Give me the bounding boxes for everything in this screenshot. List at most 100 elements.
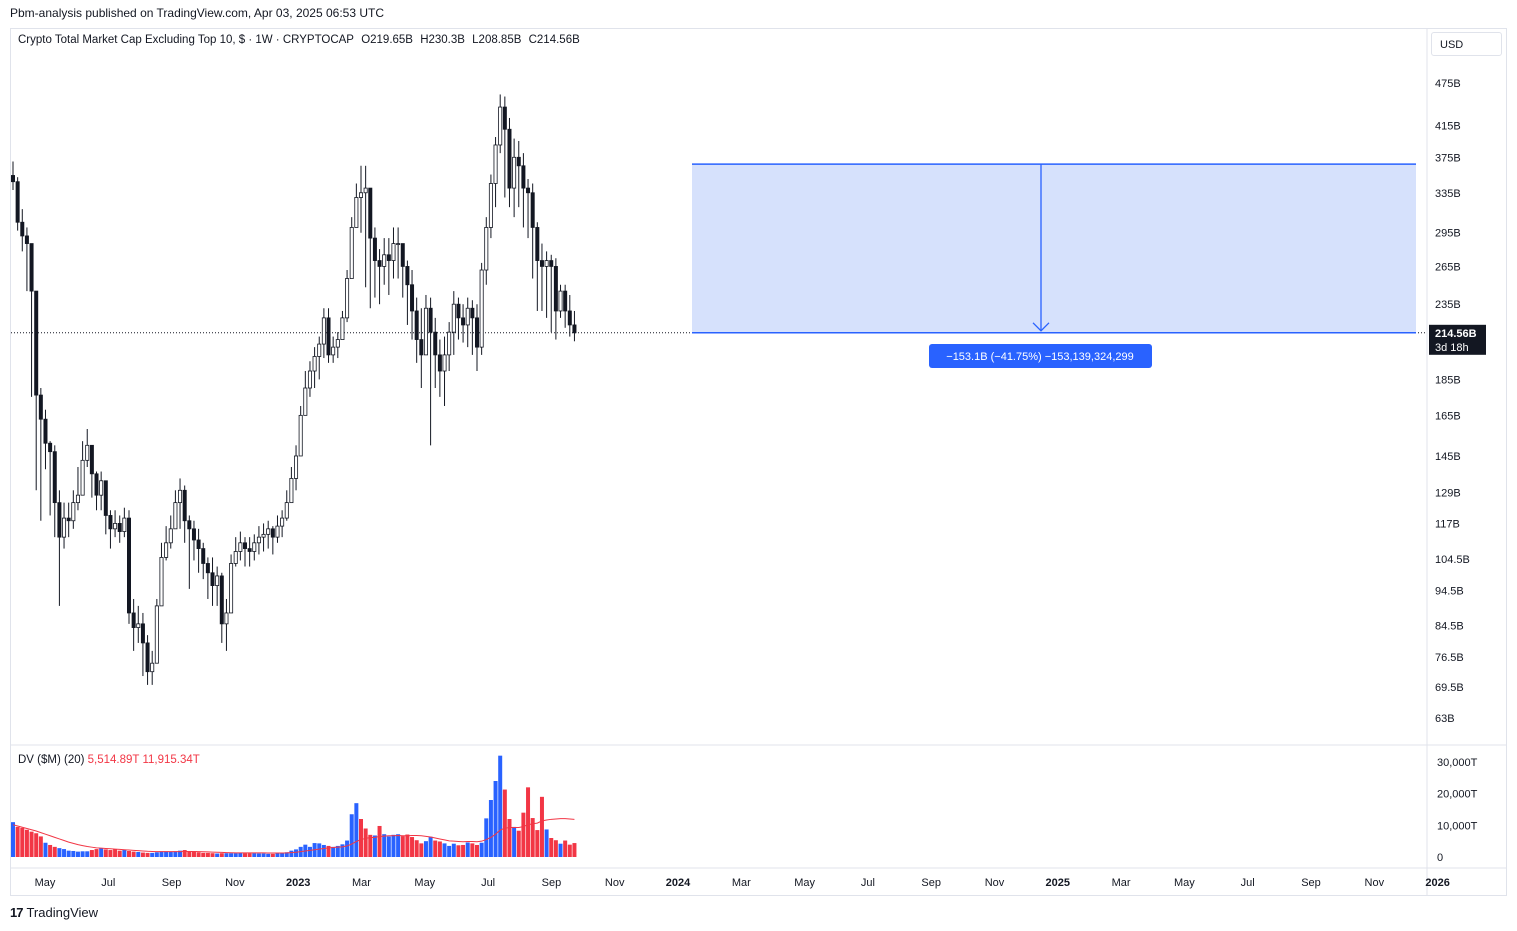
candle bbox=[99, 471, 104, 511]
candle-body bbox=[261, 533, 266, 538]
candle bbox=[512, 138, 517, 218]
candle-body bbox=[470, 307, 475, 319]
candle bbox=[298, 405, 303, 457]
candle-body bbox=[526, 187, 531, 194]
volume-bar bbox=[150, 852, 155, 857]
candle-body bbox=[229, 563, 234, 614]
price-tick-label: 69.5B bbox=[1435, 682, 1464, 694]
legend-close: C214.56B bbox=[528, 34, 580, 46]
volume-bar bbox=[530, 818, 535, 857]
candle bbox=[572, 310, 577, 342]
candle-body bbox=[312, 356, 317, 372]
candle-body bbox=[558, 290, 563, 312]
volume-bar bbox=[479, 842, 484, 857]
candle-body bbox=[396, 243, 401, 245]
candle bbox=[154, 598, 159, 664]
volume-bar bbox=[168, 851, 173, 857]
candle-body bbox=[215, 575, 220, 587]
candle bbox=[150, 650, 155, 685]
candle-body bbox=[488, 183, 493, 228]
last-price-tag bbox=[1429, 324, 1486, 355]
candle bbox=[233, 537, 238, 567]
time-tick-label: Jul bbox=[861, 877, 875, 889]
time-tick-label: 2024 bbox=[666, 877, 691, 889]
volume-bar bbox=[484, 818, 489, 857]
candle bbox=[164, 526, 169, 561]
candle-body bbox=[451, 303, 456, 333]
candle bbox=[103, 480, 108, 535]
candle-body bbox=[122, 517, 127, 532]
volume-bar bbox=[136, 851, 141, 857]
time-tick-label: May bbox=[414, 877, 435, 889]
volume-bar bbox=[103, 849, 108, 857]
symbol-title[interactable]: Crypto Total Market Cap Excluding Top 10… bbox=[18, 34, 354, 46]
candle-body bbox=[154, 605, 159, 664]
candle bbox=[117, 515, 122, 543]
candle bbox=[303, 371, 308, 416]
price-tick-label: 104.5B bbox=[1435, 554, 1470, 566]
candle-body bbox=[386, 254, 391, 261]
volume-bar bbox=[428, 836, 433, 857]
time-tick-label: 2026 bbox=[1425, 877, 1449, 889]
volume-bar bbox=[572, 843, 577, 857]
volume-bar bbox=[145, 852, 150, 857]
time-tick-label: Nov bbox=[605, 877, 625, 889]
footer-brand[interactable]: 17 TradingView bbox=[10, 905, 98, 920]
volume-bar bbox=[247, 853, 252, 857]
candle bbox=[335, 332, 340, 359]
volume-bar bbox=[196, 852, 201, 857]
volume-bar bbox=[164, 851, 169, 857]
candle bbox=[85, 428, 90, 468]
candle-body bbox=[205, 563, 210, 574]
candle-body bbox=[284, 502, 289, 519]
volume-bar bbox=[127, 850, 131, 857]
candle-body bbox=[530, 192, 535, 228]
price-tick-label: 165B bbox=[1435, 410, 1461, 422]
candle bbox=[52, 445, 57, 538]
candle-body bbox=[456, 303, 461, 319]
candle-body bbox=[48, 442, 53, 453]
candle bbox=[567, 294, 572, 337]
bar-countdown: 3d 18h bbox=[1435, 342, 1469, 354]
volume-bar bbox=[544, 829, 549, 857]
candle bbox=[358, 165, 363, 233]
candle bbox=[423, 294, 428, 356]
candle bbox=[20, 209, 25, 252]
candle-body bbox=[363, 187, 368, 194]
candle-body bbox=[266, 528, 271, 535]
volume-bar bbox=[266, 853, 271, 857]
candle-body bbox=[80, 459, 85, 496]
candle bbox=[280, 510, 285, 538]
candle-body bbox=[294, 455, 299, 479]
candle bbox=[136, 605, 141, 643]
candle-body bbox=[321, 317, 326, 345]
currency-button[interactable]: USD bbox=[1431, 32, 1502, 56]
volume-bar bbox=[43, 842, 48, 857]
candle-body bbox=[479, 269, 484, 348]
volume-bar bbox=[191, 851, 196, 857]
candle-body bbox=[140, 623, 145, 644]
volume-bar bbox=[66, 850, 71, 857]
candle-body bbox=[465, 307, 470, 326]
candle bbox=[261, 523, 266, 552]
candle bbox=[168, 515, 173, 549]
volume-bar bbox=[24, 829, 29, 857]
candle-body bbox=[256, 536, 261, 544]
candle-body bbox=[317, 343, 322, 357]
indicator-label[interactable]: DV ($M) (20) bbox=[18, 754, 85, 766]
candle bbox=[433, 317, 438, 389]
candle-body bbox=[10, 175, 15, 183]
candle-body bbox=[62, 517, 67, 538]
volume-bar bbox=[131, 851, 136, 857]
time-tick-label: 2025 bbox=[1046, 877, 1070, 889]
candle-body bbox=[178, 489, 183, 504]
candle-body bbox=[567, 310, 572, 326]
volume-bar bbox=[488, 800, 493, 857]
candle-body bbox=[275, 525, 280, 538]
price-tick-label: 235B bbox=[1435, 299, 1461, 311]
candle-body bbox=[335, 339, 340, 348]
volume-bar bbox=[345, 840, 350, 857]
volume-bar bbox=[512, 826, 517, 857]
volume-bar bbox=[48, 844, 53, 857]
